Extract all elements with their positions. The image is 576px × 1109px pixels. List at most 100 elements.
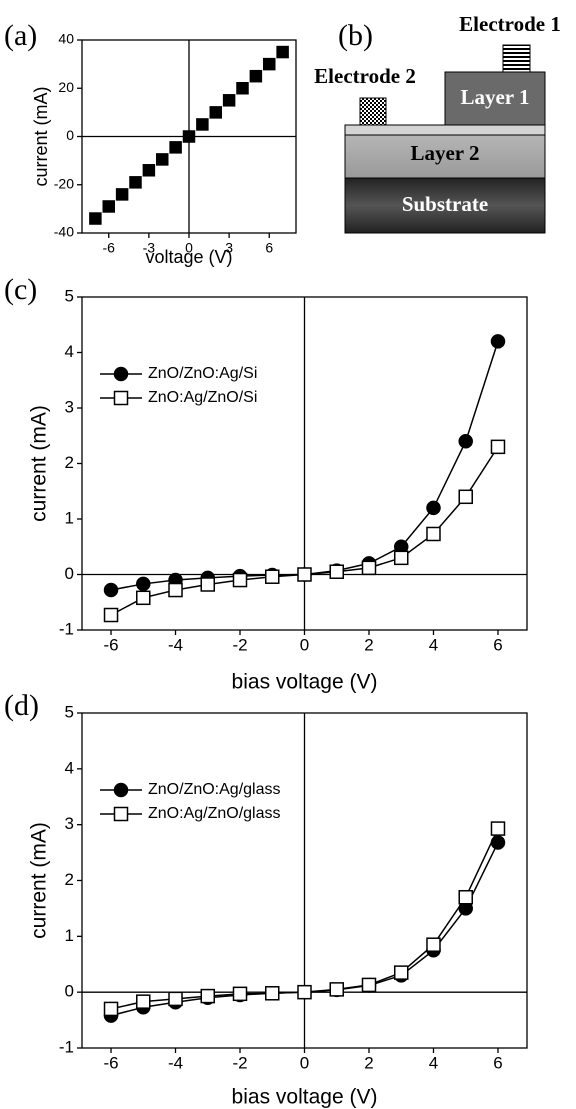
y-axis-label: current (mA) <box>31 86 51 186</box>
y-tick-label: 5 <box>65 286 74 305</box>
data-point <box>136 994 151 1009</box>
data-point <box>103 1001 119 1017</box>
legend-label: ZnO/ZnO:Ag/glass <box>148 781 281 798</box>
x-tick-label: 2 <box>364 1053 373 1072</box>
data-point <box>168 991 183 1007</box>
data-point <box>297 567 312 582</box>
data-point <box>490 334 506 349</box>
data-point <box>490 439 506 455</box>
y-tick-label: 20 <box>58 79 74 95</box>
data-point <box>182 130 196 143</box>
y-tick-label: 0 <box>65 564 74 583</box>
panel-label: (a) <box>4 19 37 52</box>
legend-marker <box>113 366 129 382</box>
data-point <box>236 82 249 95</box>
thin-layer <box>344 124 546 136</box>
electrode-2-label: Electrode 2 <box>314 64 416 88</box>
y-tick-label: 3 <box>65 397 74 416</box>
x-tick-label: 0 <box>300 635 309 654</box>
electrode-1 <box>502 44 531 73</box>
data-point <box>196 118 209 131</box>
layer-1-label: Layer 1 <box>460 85 529 109</box>
chart-panel: (d) -6 -4 -2 0 2 4 6 -1 0 1 2 3 4 5 bias voltage (V) cur… <box>4 689 528 1109</box>
device-diagram: (b) Electrode 1 Electrode 2 Layer 1 Laye… <box>314 12 561 234</box>
data-point <box>232 986 248 1002</box>
data-point <box>200 577 216 592</box>
data-point <box>426 500 441 516</box>
y-tick-label: 1 <box>65 508 74 527</box>
legend-marker <box>113 806 129 822</box>
data-point <box>265 569 280 584</box>
layer-2-label: Layer 2 <box>410 141 479 165</box>
y-axis-label: current (mA) <box>28 405 51 522</box>
y-tick-label: 5 <box>65 702 74 721</box>
x-tick-label: -6 <box>103 635 118 654</box>
data-point <box>458 434 473 449</box>
data-point <box>136 576 151 592</box>
electrode-1-label: Electrode 1 <box>459 12 561 36</box>
data-point <box>169 141 182 154</box>
layer-2 <box>344 134 546 179</box>
x-axis-label: bias voltage (V) <box>232 1086 378 1109</box>
x-tick-label: 4 <box>429 635 438 654</box>
data-point <box>102 200 115 213</box>
legend-symbol <box>113 390 129 406</box>
data-point <box>329 982 344 997</box>
x-tick-label: 6 <box>493 1053 502 1072</box>
legend-marker <box>113 390 129 406</box>
x-tick-label: -6 <box>103 240 116 256</box>
y-tick-label: 4 <box>65 342 74 361</box>
data-point <box>276 45 289 59</box>
layer-1 <box>444 71 546 126</box>
y-tick-label: 4 <box>65 758 74 777</box>
data-point <box>490 821 506 836</box>
data-point <box>329 564 344 579</box>
x-tick-label: -4 <box>168 635 183 654</box>
y-tick-label: 1 <box>65 926 74 945</box>
data-point <box>458 890 473 905</box>
x-tick-label: 0 <box>185 240 193 256</box>
x-axis-label: voltage (V) <box>145 247 232 267</box>
panel-label: (b) <box>338 19 373 52</box>
chart-panel: (c) -6 -4 -2 0 2 4 6 -1 0 1 2 3 4 5 bias voltage (V) cur… <box>4 273 528 694</box>
data-point <box>200 988 216 1004</box>
data-point <box>393 965 409 980</box>
x-tick-label: 6 <box>265 240 273 256</box>
legend-label: ZnO/ZnO:Ag/Si <box>148 365 257 382</box>
data-point <box>263 57 276 71</box>
chart-panel: (a) -6 -3 0 3 6 -40 -20 0 20 40 voltage (V) current … <box>4 19 297 267</box>
x-tick-label: -6 <box>103 1053 118 1072</box>
y-tick-label: 2 <box>65 453 74 472</box>
data-point <box>136 590 151 606</box>
data-point <box>361 977 377 993</box>
data-point <box>222 94 236 107</box>
data-point <box>115 188 129 201</box>
data-point <box>458 489 473 505</box>
x-tick-label: -4 <box>168 1053 183 1072</box>
panel-label: (d) <box>4 689 39 722</box>
data-point <box>89 212 102 225</box>
legend-marker <box>113 782 129 798</box>
legend-label: ZnO:Ag/ZnO/glass <box>148 805 281 822</box>
x-tick-label: -2 <box>232 635 247 654</box>
y-tick-label: -20 <box>54 175 74 191</box>
y-tick-label: -1 <box>59 1037 74 1056</box>
legend-label: ZnO:Ag/ZnO/Si <box>148 389 257 406</box>
data-point <box>156 153 169 166</box>
x-tick-label: -3 <box>143 240 156 256</box>
y-tick-label: -1 <box>59 619 74 638</box>
electrode-2 <box>359 97 387 126</box>
y-tick-label: -40 <box>54 224 74 240</box>
data-point <box>209 106 222 119</box>
y-axis-label: current (mA) <box>28 822 51 939</box>
x-tick-label: 3 <box>225 240 233 256</box>
data-point <box>361 560 377 576</box>
legend-symbol <box>113 366 129 382</box>
legend-symbol <box>113 782 129 798</box>
data-point <box>103 582 119 598</box>
data-point <box>393 550 409 566</box>
x-axis-label: bias voltage (V) <box>232 671 378 694</box>
data-point <box>426 937 441 952</box>
